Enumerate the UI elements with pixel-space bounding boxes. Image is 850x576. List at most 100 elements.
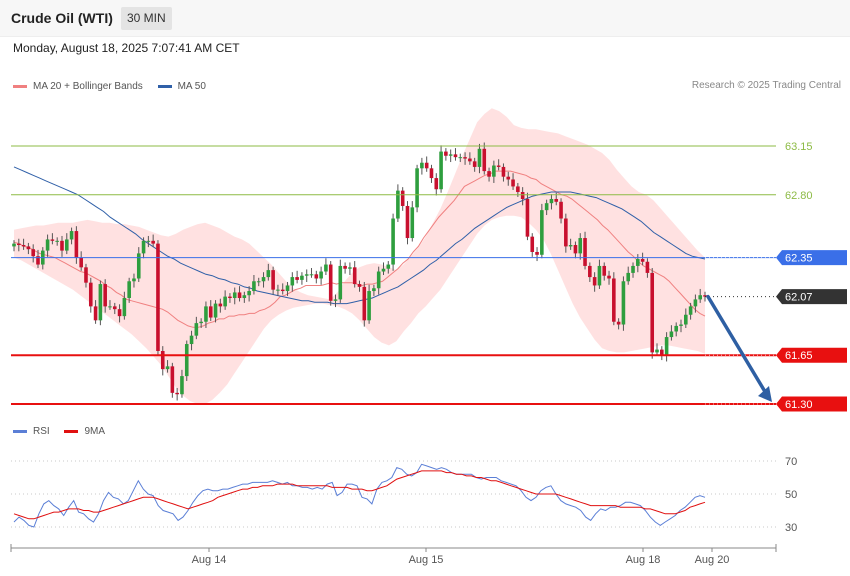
level-label: 62.80 bbox=[785, 190, 813, 202]
x-tick-label: Aug 20 bbox=[695, 554, 730, 566]
candle-body bbox=[112, 306, 117, 310]
candle-body bbox=[424, 162, 429, 169]
research-credit: Research © 2025 Trading Central bbox=[691, 80, 841, 91]
candle-40 bbox=[204, 301, 208, 328]
candle-3 bbox=[26, 242, 31, 255]
candle-72 bbox=[357, 280, 362, 292]
candle-127 bbox=[621, 276, 626, 331]
candle-body bbox=[650, 272, 655, 353]
candle-body bbox=[12, 243, 16, 247]
candle-142 bbox=[693, 294, 698, 313]
candle-body bbox=[444, 151, 448, 156]
candle-31 bbox=[160, 346, 165, 376]
candle-body bbox=[165, 366, 170, 370]
candle-body bbox=[631, 265, 635, 273]
candle-62 bbox=[309, 268, 314, 278]
candle-body bbox=[103, 284, 107, 307]
candle-body bbox=[544, 203, 549, 211]
legend-label-ma50: MA 50 bbox=[177, 81, 206, 92]
candle-body bbox=[50, 239, 55, 241]
candle-128 bbox=[626, 266, 631, 285]
candle-37 bbox=[189, 330, 194, 351]
candle-body bbox=[540, 210, 544, 255]
legend-item-ma50[interactable]: MA 50 bbox=[157, 81, 206, 92]
candle-79 bbox=[391, 213, 395, 271]
candle-body bbox=[588, 265, 592, 278]
legend-item-ma20[interactable]: MA 20 + Bollinger Bands bbox=[13, 81, 143, 92]
candle-body bbox=[180, 376, 184, 395]
candle-82 bbox=[405, 201, 410, 245]
candle-body bbox=[458, 157, 463, 159]
candle-body bbox=[60, 240, 64, 251]
candle-108 bbox=[530, 233, 535, 257]
candle-17 bbox=[93, 300, 98, 324]
candle-143 bbox=[698, 288, 703, 303]
candle-body bbox=[194, 323, 199, 336]
candle-body bbox=[482, 148, 487, 172]
candle-139 bbox=[679, 319, 683, 333]
candle-body bbox=[228, 296, 232, 299]
candle-body bbox=[597, 265, 602, 286]
legend-label-ma20: MA 20 + Bollinger Bands bbox=[33, 81, 143, 92]
candle-body bbox=[669, 331, 674, 338]
candle-57 bbox=[285, 281, 290, 296]
candle-29 bbox=[151, 234, 155, 248]
candle-body bbox=[573, 245, 578, 254]
candle-body bbox=[127, 281, 131, 299]
candle-98 bbox=[482, 142, 487, 175]
candle-132 bbox=[645, 258, 650, 278]
candle-body bbox=[525, 198, 530, 237]
candle-body bbox=[612, 278, 616, 322]
candle-body bbox=[362, 286, 367, 321]
candle-body bbox=[698, 295, 703, 300]
candle-body bbox=[31, 249, 35, 257]
bollinger-band bbox=[14, 108, 705, 405]
candle-1 bbox=[16, 238, 21, 252]
candle-body bbox=[535, 251, 539, 255]
candle-body bbox=[280, 289, 285, 292]
candle-138 bbox=[674, 322, 679, 337]
timeframe-selector[interactable]: 30 MIN bbox=[121, 7, 172, 30]
candle-body bbox=[300, 275, 304, 280]
rsi-tick-label: 70 bbox=[785, 456, 797, 468]
chart-legend: MA 20 + Bollinger Bands MA 50 bbox=[13, 80, 218, 92]
legend-item-9ma[interactable]: 9MA bbox=[64, 426, 105, 437]
candle-body bbox=[655, 349, 659, 353]
candle-body bbox=[516, 186, 520, 193]
candle-78 bbox=[386, 261, 391, 274]
candle-body bbox=[645, 261, 650, 273]
candle-95 bbox=[468, 152, 472, 165]
candle-body bbox=[554, 198, 559, 202]
candle-126 bbox=[616, 318, 621, 330]
x-tick-label: Aug 15 bbox=[409, 554, 444, 566]
level-label: 62.07 bbox=[785, 292, 813, 304]
candle-55 bbox=[276, 284, 280, 296]
candle-body bbox=[84, 267, 88, 283]
candle-body bbox=[487, 171, 491, 177]
candle-75 bbox=[372, 284, 376, 296]
rsi-series-9MA bbox=[13, 470, 706, 520]
candle-30 bbox=[156, 240, 160, 356]
candle-69 bbox=[343, 262, 347, 274]
candle-117 bbox=[573, 241, 578, 259]
candle-body bbox=[122, 298, 127, 317]
candle-112 bbox=[549, 194, 554, 210]
rsi-series-RSI bbox=[13, 463, 706, 528]
candle-body bbox=[410, 207, 415, 239]
candle-body bbox=[223, 296, 227, 307]
candle-109 bbox=[535, 247, 539, 262]
candle-body bbox=[684, 314, 688, 325]
instrument-title: Crude Oil (WTI) bbox=[11, 10, 113, 26]
candle-body bbox=[88, 282, 93, 307]
legend-item-rsi[interactable]: RSI bbox=[13, 426, 50, 437]
candle-34 bbox=[175, 387, 179, 401]
candle-131 bbox=[640, 252, 645, 266]
candle-body bbox=[175, 392, 179, 395]
candle-81 bbox=[400, 187, 405, 211]
candle-56 bbox=[280, 283, 285, 295]
projection-arrowhead bbox=[758, 386, 772, 402]
candle-body bbox=[343, 265, 347, 269]
candle-body bbox=[232, 292, 237, 299]
candle-93 bbox=[458, 153, 463, 163]
